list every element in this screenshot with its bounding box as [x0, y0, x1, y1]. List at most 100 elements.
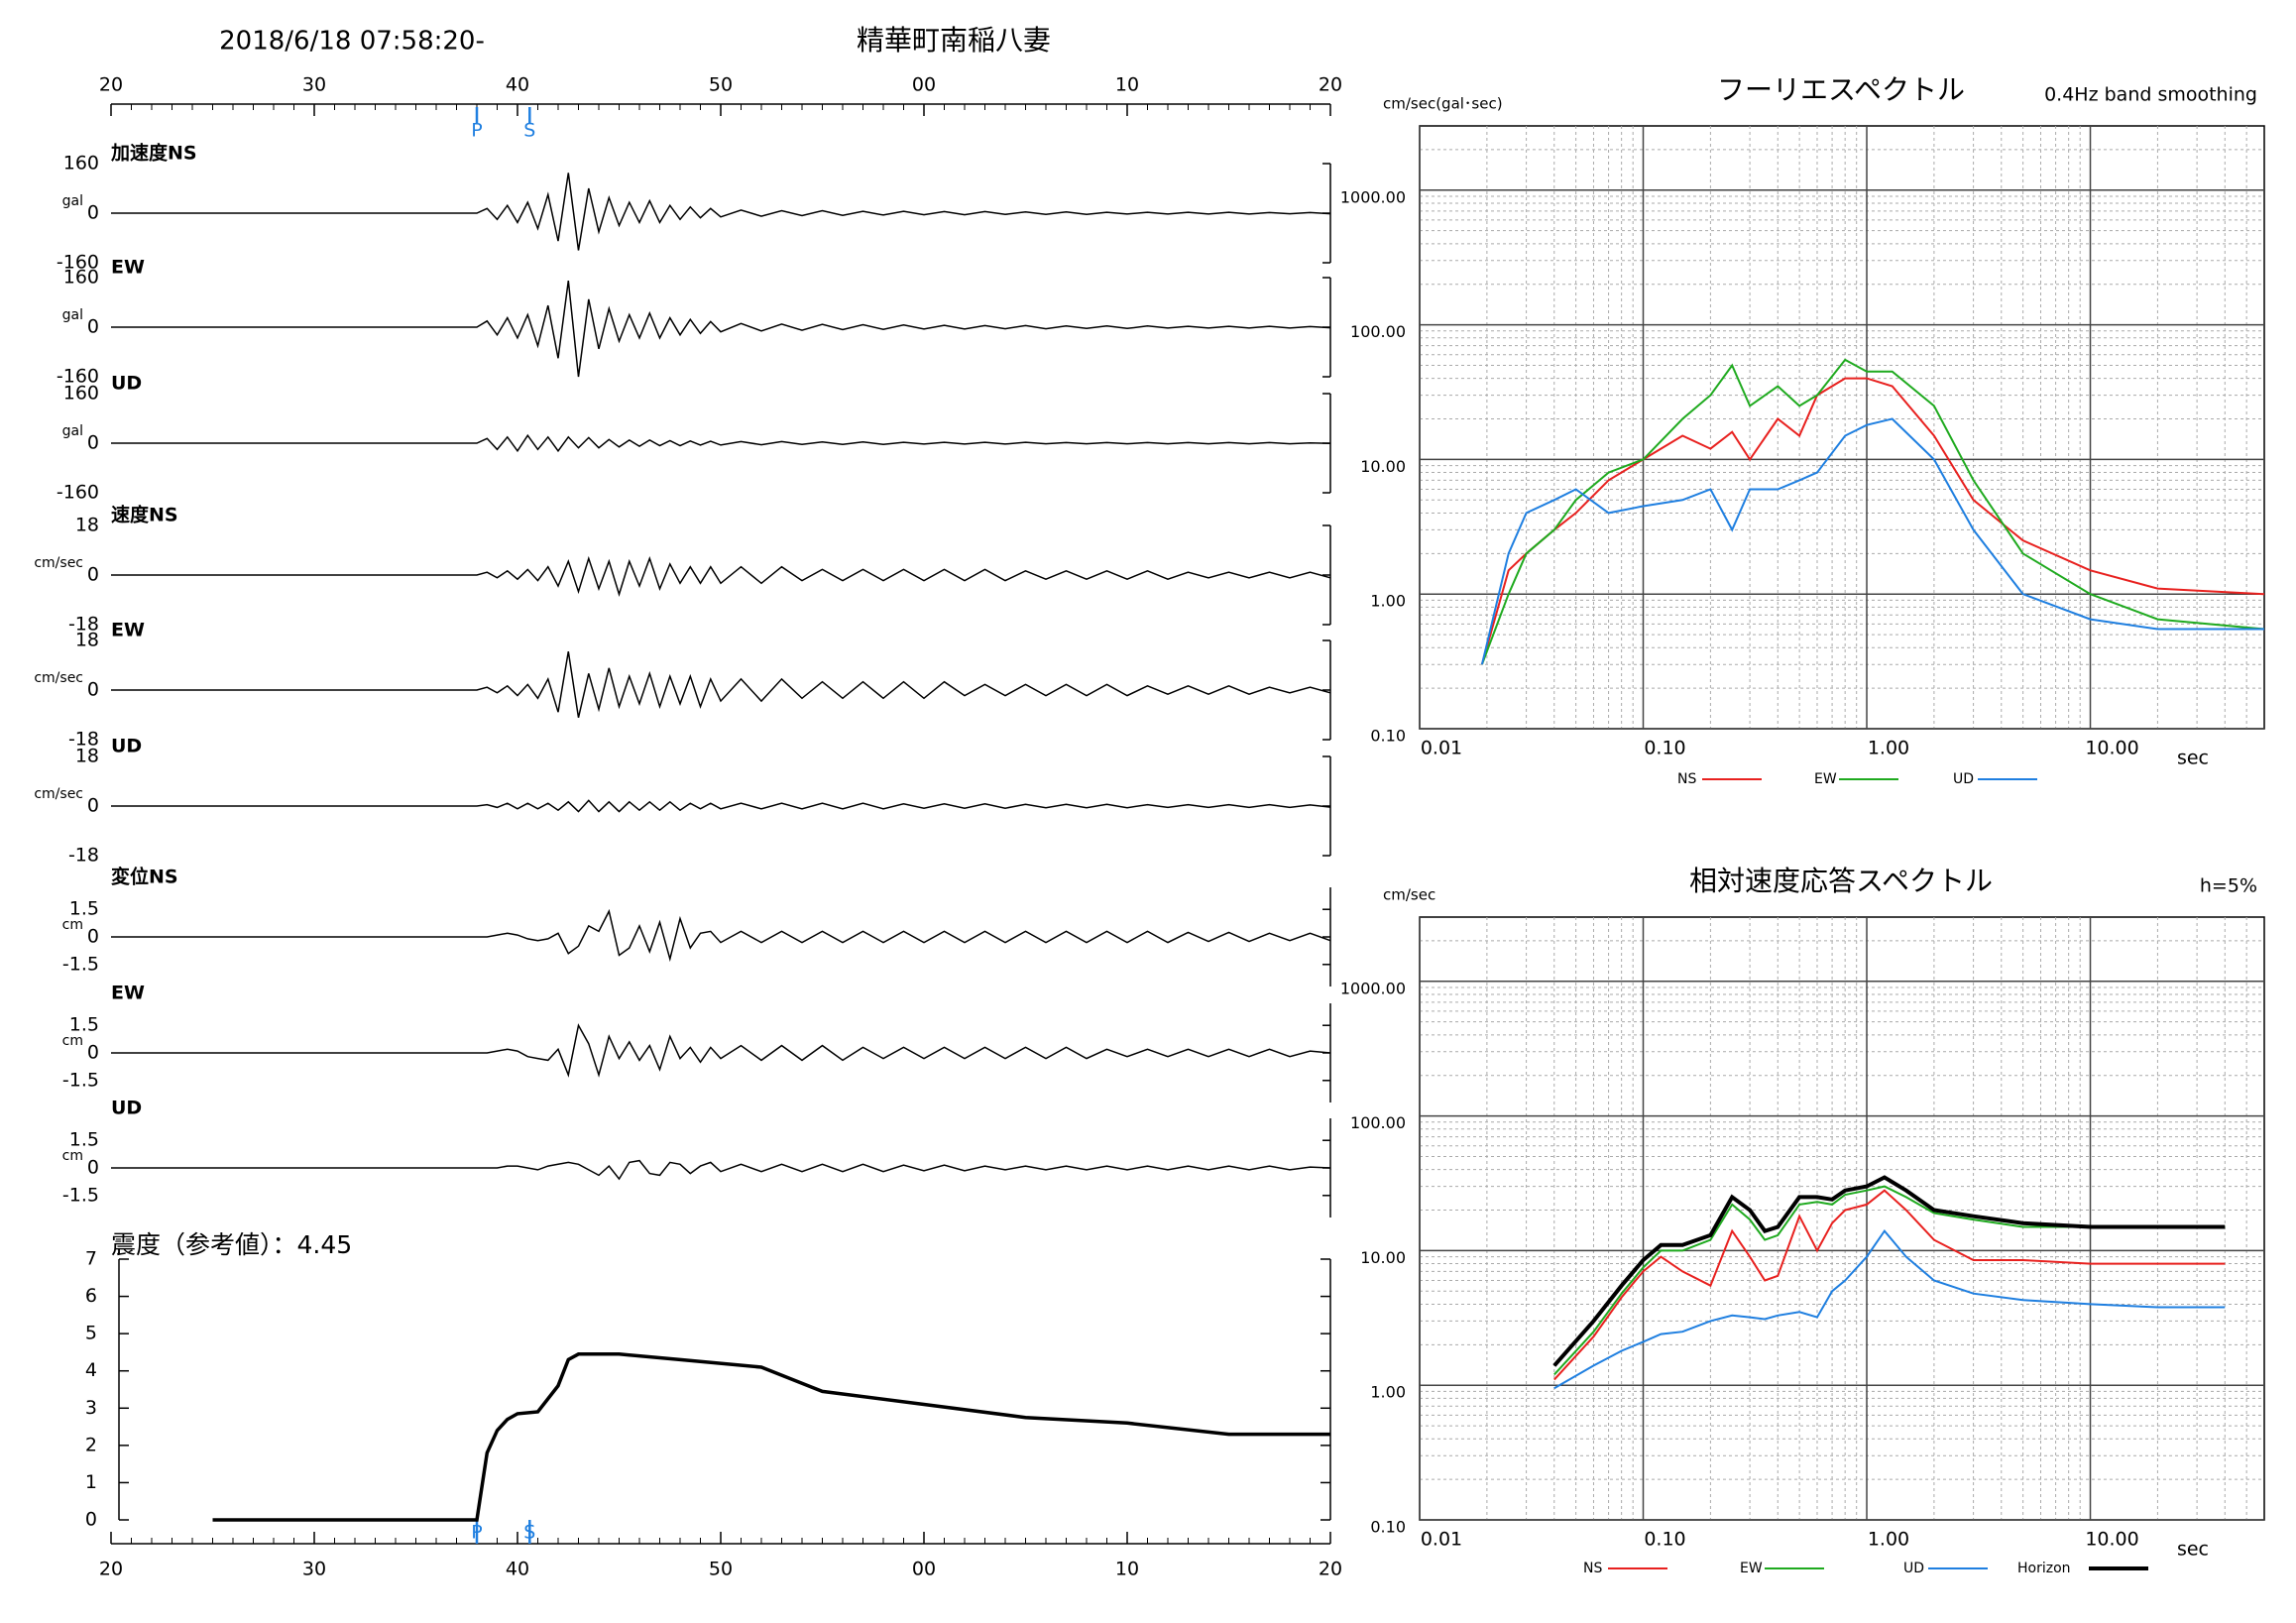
y-tick-label: -18 — [68, 729, 99, 751]
waveform — [111, 650, 1331, 718]
trace-label: 変位NS — [111, 866, 178, 888]
x-tick-label: 0.01 — [1421, 1529, 1462, 1551]
y-tick-label: 18 — [75, 515, 99, 536]
y-tick-label: 18 — [75, 630, 99, 651]
x-axis-label: sec — [2177, 748, 2209, 769]
y-tick-label: -1.5 — [62, 1069, 99, 1091]
trace-label: 速度NS — [111, 504, 178, 526]
legend-label: Horizon — [2017, 1561, 2071, 1576]
y-tick-label: 2 — [85, 1434, 97, 1455]
y-tick-label: 1.5 — [69, 1129, 99, 1151]
legend-label: EW — [1814, 771, 1837, 787]
waveform — [111, 908, 1331, 963]
legend-label: EW — [1740, 1561, 1763, 1576]
unit-label: cm/sec — [34, 670, 83, 686]
y-tick-label: 10.00 — [1360, 1248, 1406, 1267]
x-tick-label: 20 — [99, 1559, 123, 1580]
unit-label: cm/sec — [34, 555, 83, 571]
y-tick-label: 1000.00 — [1340, 187, 1406, 206]
waveform — [111, 173, 1331, 251]
y-tick-label: 4 — [85, 1359, 97, 1381]
y-tick-label: 6 — [85, 1285, 97, 1307]
y-tick-label: -18 — [68, 614, 99, 636]
spectrum-line — [1480, 358, 2265, 665]
y-tick-label: 7 — [85, 1248, 97, 1270]
phase-label: S — [523, 1522, 535, 1544]
x-tick-label: 50 — [709, 1559, 733, 1580]
spectrum-line — [1553, 1189, 2226, 1381]
waveform — [111, 1159, 1331, 1181]
y-tick-label: 1000.00 — [1340, 979, 1406, 997]
x-tick-label: 10.00 — [2085, 1529, 2138, 1551]
y-axis-label: cm/sec — [1383, 886, 1435, 904]
unit-label: cm — [62, 1148, 83, 1164]
y-tick-label: 1.5 — [69, 898, 99, 920]
station-title: 精華町南稲八妻 — [857, 24, 1051, 57]
trace-label: UD — [111, 736, 142, 757]
trace-label: EW — [111, 983, 145, 1004]
y-tick-label: -1.5 — [62, 953, 99, 975]
unit-label: cm — [62, 917, 83, 933]
y-tick-label: 100.00 — [1350, 322, 1406, 341]
trace-label: EW — [111, 257, 145, 279]
trace-label: 加速度NS — [110, 142, 197, 165]
waveform — [111, 281, 1331, 378]
x-tick-label: 20 — [99, 74, 123, 96]
y-tick-label: 1.5 — [69, 1014, 99, 1036]
waveform — [111, 433, 1331, 453]
x-tick-label: 40 — [506, 1559, 529, 1580]
chart-subtitle: h=5% — [2200, 875, 2257, 897]
phase-label: P — [471, 120, 482, 142]
unit-label: gal — [62, 193, 83, 209]
y-tick-label: 0.10 — [1370, 1518, 1406, 1537]
x-tick-label: 20 — [1319, 1559, 1342, 1580]
x-tick-label: 00 — [912, 74, 936, 96]
x-tick-label: 30 — [302, 1559, 326, 1580]
x-tick-label: 1.00 — [1868, 738, 1909, 759]
phase-label: S — [523, 120, 535, 142]
x-tick-label: 1.00 — [1868, 1529, 1909, 1551]
x-tick-label: 00 — [912, 1559, 936, 1580]
y-tick-label: 160 — [63, 383, 99, 405]
waveform — [111, 555, 1331, 597]
chart-title: 相対速度応答スペクトル — [1689, 865, 1993, 897]
y-tick-label: 0 — [87, 1157, 99, 1179]
legend-label: NS — [1677, 771, 1696, 787]
y-tick-label: 100.00 — [1350, 1113, 1406, 1132]
legend-label: UD — [1903, 1561, 1924, 1576]
y-tick-label: 0 — [87, 679, 99, 701]
phase-label: P — [471, 1522, 482, 1544]
x-tick-label: 10.00 — [2085, 738, 2138, 759]
legend-label: NS — [1583, 1561, 1602, 1576]
unit-label: gal — [62, 423, 83, 439]
x-tick-label: 10 — [1115, 1559, 1139, 1580]
y-tick-label: 0 — [87, 316, 99, 338]
spectrum-line — [1552, 1175, 2226, 1367]
y-tick-label: 0 — [87, 926, 99, 948]
chart-subtitle: 0.4Hz band smoothing — [2044, 84, 2257, 106]
y-tick-label: 3 — [85, 1397, 97, 1419]
legend-label: UD — [1953, 771, 1974, 787]
x-axis-label: sec — [2177, 1539, 2209, 1561]
trace-label: UD — [111, 1098, 142, 1119]
y-tick-label: 160 — [63, 153, 99, 174]
y-tick-label: -18 — [68, 845, 99, 867]
y-tick-label: -160 — [57, 482, 99, 504]
y-tick-label: 1 — [85, 1471, 97, 1493]
y-tick-label: -160 — [57, 252, 99, 274]
waveform — [111, 1023, 1331, 1078]
y-tick-label: 0 — [87, 795, 99, 817]
y-tick-label: 1.00 — [1370, 592, 1406, 611]
waveform — [111, 799, 1331, 813]
x-tick-label: 10 — [1115, 74, 1139, 96]
y-tick-label: 1.00 — [1370, 1383, 1406, 1402]
x-tick-label: 0.10 — [1644, 1529, 1685, 1551]
trace-label: UD — [111, 373, 142, 395]
spectrum-line — [1553, 1185, 2226, 1376]
y-axis-label: cm/sec(gal･sec) — [1383, 95, 1503, 113]
y-tick-label: 0 — [87, 1042, 99, 1064]
unit-label: gal — [62, 307, 83, 323]
y-tick-label: 0.10 — [1370, 727, 1406, 746]
